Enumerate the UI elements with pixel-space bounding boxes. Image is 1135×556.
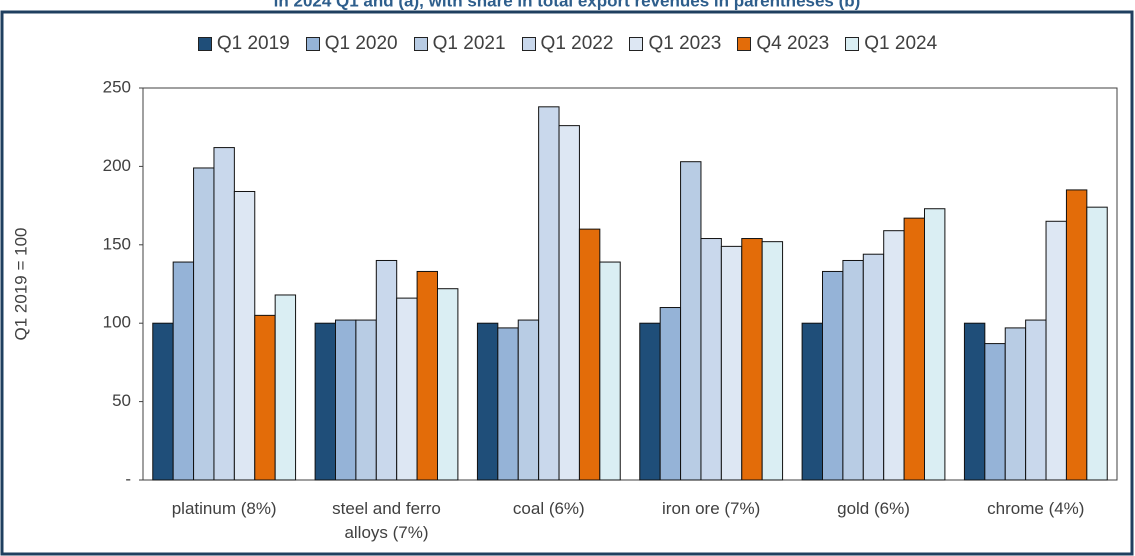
legend-label: Q1 2021: [432, 33, 506, 54]
bar: [822, 270, 844, 481]
legend-item: Q1 2021: [413, 33, 506, 55]
x-tick-label: steel and ferro alloys (7%): [332, 499, 441, 542]
y-tick-label: 50: [112, 391, 131, 410]
bar: [720, 245, 743, 481]
legend-item: Q1 2022: [521, 33, 614, 55]
bar: [355, 319, 377, 481]
x-tick-label: iron ore (7%): [662, 499, 761, 518]
bar: [416, 270, 439, 481]
x-tick-label: gold (6%): [837, 499, 910, 518]
bar: [963, 322, 986, 481]
bar: [314, 322, 337, 481]
bar: [497, 327, 519, 481]
bar: [476, 322, 499, 481]
bar: [741, 238, 763, 481]
x-tick-label: coal (6%): [512, 499, 585, 518]
bar: [599, 261, 621, 481]
y-tick-label: 200: [103, 156, 131, 175]
bar: [213, 147, 235, 481]
bar: [335, 319, 357, 481]
bar: [801, 322, 823, 481]
bar: [558, 125, 580, 481]
y-axis-label: Q1 2019 = 100: [11, 228, 30, 341]
legend-swatch: [413, 37, 428, 51]
legend-label: Q1 2022: [540, 33, 614, 54]
legend-item: Q4 2023: [737, 33, 829, 55]
bar: [761, 241, 784, 481]
y-tick-label: 250: [103, 77, 131, 96]
legend-swatch: [197, 37, 212, 51]
y-tick-label: -: [125, 469, 131, 488]
legend-swatch: [521, 37, 536, 51]
legend-item: Q1 2024: [845, 33, 937, 55]
chart-title: in 2024 Q1 and (a), with share in total …: [274, 0, 861, 10]
y-tick-label: 150: [103, 234, 131, 253]
bar: [659, 307, 682, 481]
x-tick-label: platinum (8%): [171, 499, 277, 518]
bar: [1025, 319, 1047, 481]
legend-label: Q1 2023: [648, 33, 722, 54]
bar: [396, 297, 418, 481]
bar: [903, 217, 925, 481]
bar: [639, 322, 661, 481]
bar: [1045, 220, 1067, 481]
bar: [517, 319, 540, 481]
legend-label: Q1 2020: [324, 33, 398, 54]
bar: [254, 314, 276, 481]
bar: [274, 294, 297, 481]
legend-swatch: [629, 37, 644, 51]
legend-item: Q1 2023: [629, 33, 721, 55]
bar: [578, 228, 601, 481]
bar: [437, 288, 459, 481]
bar: [375, 259, 398, 481]
bar: [152, 322, 174, 481]
legend: Q1 2019 Q1 2020 Q1 2021 Q1 2022 Q1 2023 Q4 20…: [0, 33, 1135, 55]
legend-label: Q4 2023: [756, 33, 830, 54]
bar: [700, 238, 722, 481]
plot-area: [142, 87, 1118, 481]
bar: [1065, 189, 1088, 481]
bar: [862, 253, 885, 481]
y-tick-label: 100: [103, 313, 131, 332]
frame: [0, 10, 1134, 556]
legend-swatch: [305, 37, 320, 51]
legend-swatch: [845, 37, 860, 51]
bar: [680, 161, 702, 481]
legend-label: Q1 2024: [864, 33, 938, 54]
legend-swatch: [737, 37, 752, 51]
bar: [842, 259, 864, 481]
bar: [1004, 327, 1027, 481]
bar: [172, 261, 195, 481]
bar: [193, 167, 215, 481]
bar: [538, 106, 560, 481]
bar: [233, 190, 256, 481]
legend-item: Q1 2020: [305, 33, 398, 55]
bar: [883, 230, 905, 481]
x-tick-label: chrome (4%): [987, 499, 1085, 518]
legend-label: Q1 2019: [216, 33, 290, 54]
bar: [984, 343, 1006, 481]
bar: [924, 208, 946, 481]
bar: [1086, 206, 1108, 481]
legend-item: Q1 2019: [197, 33, 290, 55]
